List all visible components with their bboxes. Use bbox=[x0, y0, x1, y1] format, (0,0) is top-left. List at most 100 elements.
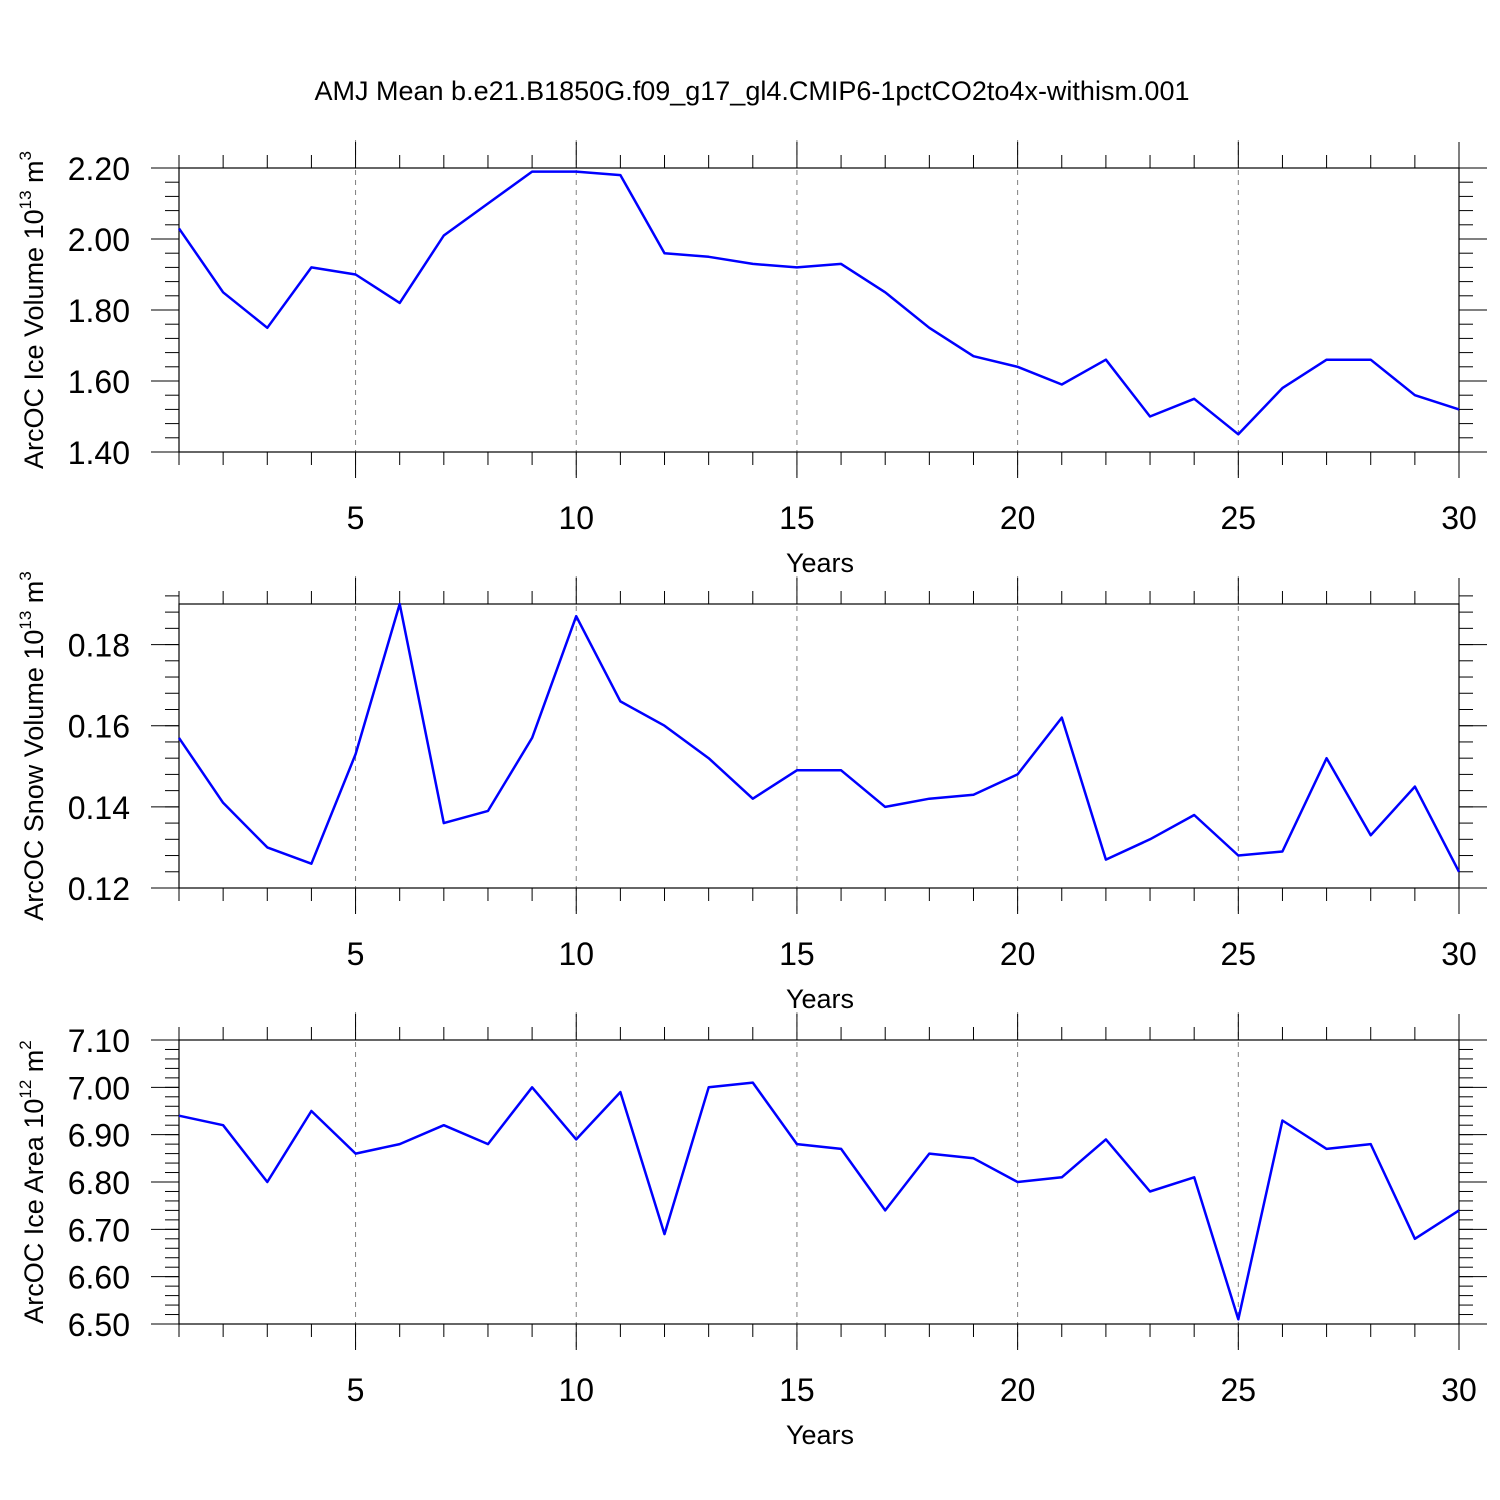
ice-volume-data-point bbox=[619, 174, 621, 176]
ice-volume-data-point bbox=[1016, 366, 1018, 368]
ice-area-x-tick-label: 20 bbox=[1000, 1372, 1036, 1408]
ice-volume-data-point bbox=[1193, 398, 1195, 400]
ice-area-data-point bbox=[1237, 1318, 1239, 1320]
snow-volume-y-axis-label: ArcOC Snow Volume 1013 m3 bbox=[16, 571, 49, 921]
ice-area-data-point bbox=[972, 1157, 974, 1159]
ice-area-data-point bbox=[1016, 1181, 1018, 1183]
ice-volume-data-point bbox=[1370, 359, 1372, 361]
ice-volume-x-tick-label: 10 bbox=[558, 500, 594, 536]
ice-area-data-point bbox=[398, 1143, 400, 1145]
ice-area-data-point bbox=[354, 1152, 356, 1154]
snow-volume-x-tick-label: 5 bbox=[347, 936, 365, 972]
ice-area-data-point bbox=[575, 1138, 577, 1140]
ice-area-data-point bbox=[752, 1081, 754, 1083]
ice-volume-x-tick-label: 30 bbox=[1441, 500, 1477, 536]
ice-area-plot-frame bbox=[178, 1039, 1460, 1325]
ice-area-y-tick-label: 6.90 bbox=[68, 1118, 130, 1154]
ice-volume-data-point bbox=[531, 170, 533, 172]
ice-volume-data-point bbox=[796, 266, 798, 268]
figure-title: AMJ Mean b.e21.B1850G.f09_g17_gl4.CMIP6-… bbox=[315, 76, 1190, 106]
ice-area-y-tick-label: 6.80 bbox=[68, 1165, 130, 1201]
ice-volume-x-tick-label: 5 bbox=[347, 500, 365, 536]
snow-volume-data-point bbox=[972, 793, 974, 795]
snow-volume-data-point bbox=[398, 603, 400, 605]
ice-area-data-point bbox=[1458, 1209, 1460, 1211]
snow-volume-data-point bbox=[1237, 854, 1239, 856]
ice-area-series-line bbox=[178, 1081, 1460, 1321]
snow-volume-series-line bbox=[177, 602, 1461, 873]
snow-volume-x-tick-label: 25 bbox=[1221, 936, 1257, 972]
snow-volume-data-point bbox=[928, 798, 930, 800]
ice-area-y-tick-label: 6.50 bbox=[68, 1307, 130, 1343]
ice-area-x-tick-label: 5 bbox=[347, 1372, 365, 1408]
snow-volume-data-point bbox=[1325, 757, 1327, 759]
ice-volume-plot-frame bbox=[178, 167, 1460, 453]
ice-area-y-axis-label: ArcOC Ice Area 1012 m2 bbox=[16, 1040, 49, 1324]
ice-volume-data-point bbox=[443, 234, 445, 236]
ice-volume-data-point bbox=[487, 202, 489, 204]
ice-area-data-point bbox=[1325, 1148, 1327, 1150]
ice-volume-data-point bbox=[310, 266, 312, 268]
snow-volume-data-point bbox=[1281, 850, 1283, 852]
snow-volume-data-point bbox=[707, 757, 709, 759]
ice-volume-data-point bbox=[266, 327, 268, 329]
ice-volume-data-point bbox=[928, 327, 930, 329]
ice-area-data-point bbox=[619, 1091, 621, 1093]
ice-volume-data-point bbox=[354, 273, 356, 275]
snow-volume-x-axis-label: Years bbox=[786, 984, 854, 1014]
ice-volume-x-tick-label: 15 bbox=[779, 500, 815, 536]
ice-volume-y-tick-label: 1.40 bbox=[68, 435, 130, 471]
ice-area-data-point bbox=[1149, 1190, 1151, 1192]
snow-volume-data-point bbox=[663, 725, 665, 727]
ice-volume-data-point bbox=[1105, 359, 1107, 361]
ice-volume-y-tick-label: 1.80 bbox=[68, 293, 130, 329]
snow-volume-data-point bbox=[1105, 858, 1107, 860]
ice-volume-data-point bbox=[1281, 387, 1283, 389]
snow-volume-data-point bbox=[1061, 716, 1063, 718]
ice-volume-data-point bbox=[222, 291, 224, 293]
ice-area-y-tick-label: 6.60 bbox=[68, 1260, 130, 1296]
ice-area-data-point bbox=[266, 1181, 268, 1183]
ice-area-x-tick-label: 25 bbox=[1221, 1372, 1257, 1408]
snow-volume-data-point bbox=[266, 846, 268, 848]
ice-area-data-point bbox=[222, 1124, 224, 1126]
snow-volume-data-point bbox=[487, 810, 489, 812]
ice-volume-data-point bbox=[1325, 359, 1327, 361]
ice-area-y-tick-label: 7.00 bbox=[68, 1070, 130, 1106]
ice-area-panel: 5 10 15 20 25 30 6.50 6.60 6.70 6.80 6.90 7.00 7.10 Y… bbox=[16, 1012, 1487, 1450]
snow-volume-data-point bbox=[531, 737, 533, 739]
ice-volume-data-point bbox=[840, 263, 842, 265]
ice-volume-data-point bbox=[1458, 408, 1460, 410]
ice-area-data-point bbox=[1061, 1176, 1063, 1178]
ice-volume-y-axis-label: ArcOC Ice Volume 1013 m3 bbox=[16, 151, 49, 469]
ice-area-data-point bbox=[531, 1086, 533, 1088]
snow-volume-data-point bbox=[354, 753, 356, 755]
snow-volume-y-tick-label: 0.12 bbox=[68, 871, 130, 907]
snow-volume-data-point bbox=[310, 862, 312, 864]
snow-volume-data-point bbox=[840, 769, 842, 771]
snow-volume-data-point bbox=[443, 822, 445, 824]
ice-area-x-tick-label: 30 bbox=[1441, 1372, 1477, 1408]
snow-volume-panel: 5 10 15 20 25 30 0.12 0.14 0.16 0.18 Years ArcOC Sn… bbox=[16, 571, 1487, 1014]
ice-volume-series-line bbox=[177, 170, 1460, 436]
snow-volume-x-tick-label: 15 bbox=[779, 936, 815, 972]
ice-volume-data-point bbox=[178, 227, 180, 229]
snow-volume-data-point bbox=[178, 737, 180, 739]
snow-volume-x-tick-label: 20 bbox=[1000, 936, 1036, 972]
ice-area-x-tick-label: 15 bbox=[779, 1372, 815, 1408]
snow-volume-data-point bbox=[222, 802, 224, 804]
ice-volume-y-tick-label: 1.60 bbox=[68, 364, 130, 400]
ice-volume-data-point bbox=[575, 170, 577, 172]
ice-area-data-point bbox=[1370, 1143, 1372, 1145]
snow-volume-y-tick-label: 0.14 bbox=[68, 790, 130, 826]
ice-area-data-point bbox=[310, 1110, 312, 1112]
snow-volume-data-point bbox=[1193, 814, 1195, 816]
snow-volume-data-point bbox=[884, 806, 886, 808]
ice-area-x-tick-label: 10 bbox=[558, 1372, 594, 1408]
ice-volume-y-tick-label: 2.00 bbox=[68, 222, 130, 258]
snow-volume-data-point bbox=[752, 798, 754, 800]
snow-volume-x-tick-label: 10 bbox=[558, 936, 594, 972]
ice-volume-data-point bbox=[1237, 433, 1239, 435]
ice-area-data-point bbox=[663, 1233, 665, 1235]
